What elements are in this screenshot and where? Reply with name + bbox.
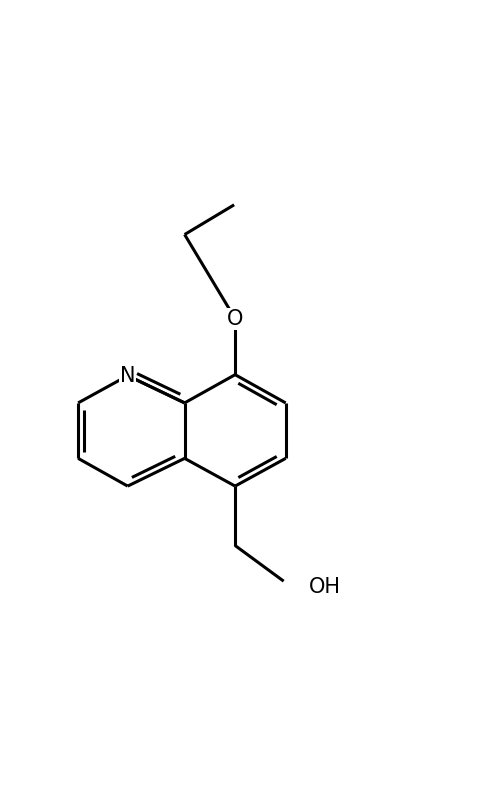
Text: N: N <box>120 365 135 386</box>
Text: OH: OH <box>308 577 341 597</box>
Text: O: O <box>227 309 244 329</box>
